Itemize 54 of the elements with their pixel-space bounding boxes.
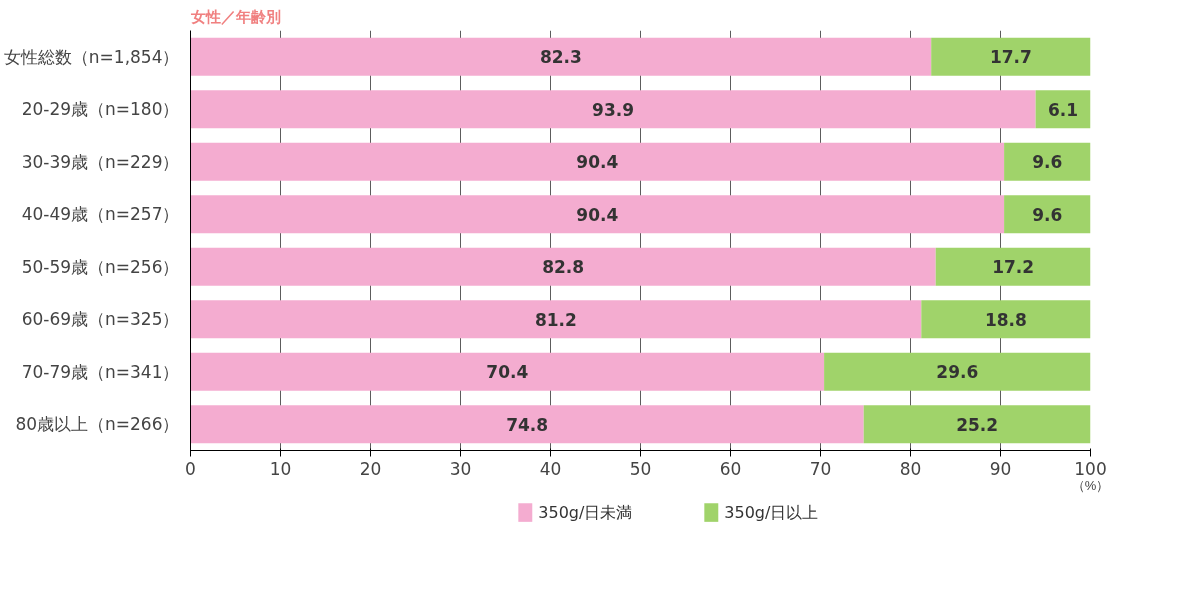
data-label: 17.7 [989, 47, 1032, 68]
data-label: 81.2 [534, 309, 577, 330]
data-label: 18.8 [984, 309, 1027, 330]
x-tick-label: 50 [629, 458, 652, 479]
x-tick-label: 30 [449, 458, 472, 479]
bar [190, 405, 864, 444]
x-tick-label: 0 [185, 458, 196, 479]
x-tick-label: 100 [1074, 458, 1107, 479]
bar [1004, 142, 1091, 181]
bar [190, 352, 825, 391]
x-tick-label: 40 [539, 458, 562, 479]
bar [190, 300, 922, 339]
x-tick-label: 20 [359, 458, 382, 479]
data-label: 74.8 [506, 414, 549, 435]
bar [824, 352, 1091, 391]
y-tick-label: 70-79歳（n=341） [21, 361, 180, 382]
x-axis-title: （%） [1071, 477, 1110, 493]
data-label: 25.2 [956, 414, 999, 435]
x-tick-label: 60 [719, 458, 742, 479]
x-tick-label: 10 [269, 458, 292, 479]
bar [190, 247, 936, 286]
data-label: 90.4 [576, 152, 619, 173]
bar [190, 37, 932, 76]
y-tick-label: 60-69歳（n=325） [21, 309, 180, 330]
bar [921, 300, 1091, 339]
data-label: 17.2 [992, 257, 1035, 278]
bar [1004, 195, 1091, 234]
y-tick-label: 女性総数（n=1,854） [3, 46, 180, 67]
data-label: 29.6 [936, 362, 979, 383]
bar [931, 37, 1091, 76]
data-label: 93.9 [592, 99, 635, 120]
x-tick-label: 80 [899, 458, 922, 479]
data-label: 9.6 [1032, 152, 1063, 173]
y-tick-label: 50-59歳（n=256） [21, 256, 180, 277]
x-tick-label: 70 [809, 458, 832, 479]
legend-label: 350g/日以上 [724, 503, 819, 522]
data-label: 82.8 [542, 257, 585, 278]
data-label: 9.6 [1032, 204, 1063, 225]
data-label: 6.1 [1047, 99, 1079, 120]
data-label: 70.4 [486, 362, 529, 383]
y-tick-label: 80歳以上（n=266） [15, 414, 180, 435]
bar [863, 405, 1091, 444]
bar [190, 195, 1005, 234]
y-tick-label: 30-39歳（n=229） [21, 151, 180, 172]
chart-title: 女性／年齢別 [189, 7, 281, 26]
bar [190, 142, 1005, 181]
x-tick-label: 90 [989, 458, 1012, 479]
data-label: 90.4 [576, 204, 619, 225]
bar [935, 247, 1091, 286]
data-label: 82.3 [539, 47, 582, 68]
y-tick-label: 20-29歳（n=180） [21, 99, 180, 120]
bar [190, 90, 1036, 129]
legend-label: 350g/日未満 [538, 503, 633, 522]
y-tick-label: 40-49歳（n=257） [21, 204, 180, 225]
